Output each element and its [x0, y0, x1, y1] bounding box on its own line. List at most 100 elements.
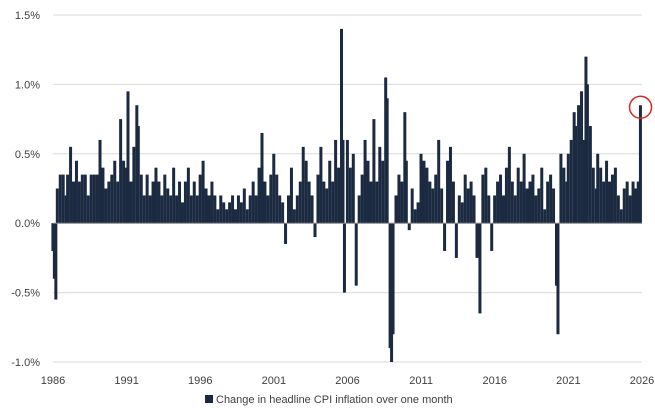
bar	[195, 195, 199, 224]
bar	[484, 167, 488, 224]
bar	[178, 181, 182, 224]
bar	[451, 181, 455, 224]
bar	[337, 167, 341, 224]
x-tick-label: 1986	[41, 375, 65, 387]
bar	[487, 195, 491, 224]
bar	[192, 181, 196, 224]
bar	[385, 98, 389, 224]
legend-swatch	[205, 395, 213, 403]
bar	[341, 139, 345, 224]
bar	[588, 126, 592, 224]
bar	[475, 223, 479, 258]
bar	[119, 119, 123, 224]
bar	[638, 105, 642, 224]
bar	[636, 181, 640, 224]
bar	[490, 223, 494, 251]
x-tick-label: 2021	[556, 375, 580, 387]
bar	[478, 223, 482, 314]
bar	[142, 195, 146, 224]
bar	[216, 209, 220, 224]
bar	[319, 146, 323, 224]
bar	[233, 209, 237, 224]
bar	[577, 105, 581, 224]
bar	[281, 202, 285, 224]
bar	[257, 167, 261, 224]
bar	[531, 174, 535, 224]
bar	[228, 202, 232, 224]
bar	[519, 181, 523, 224]
bar	[284, 223, 288, 245]
bar	[351, 153, 355, 224]
bar	[189, 195, 193, 224]
bar	[289, 167, 293, 224]
bar	[410, 188, 414, 224]
bar	[254, 195, 258, 224]
bar	[231, 195, 235, 224]
bar	[69, 146, 73, 224]
bar	[431, 188, 435, 224]
bar	[132, 146, 136, 224]
bar	[345, 139, 349, 224]
bar	[139, 174, 143, 224]
bar	[80, 174, 84, 224]
bar	[278, 195, 282, 224]
bar	[110, 174, 114, 224]
x-tick-label: 2026	[630, 375, 654, 387]
bar	[54, 223, 58, 300]
y-tick-label: 1.0%	[15, 79, 40, 91]
bar	[434, 174, 438, 224]
bar	[413, 209, 417, 224]
bar	[566, 153, 570, 224]
bar	[136, 126, 140, 224]
bar	[354, 223, 358, 286]
bar	[552, 188, 556, 224]
bar	[154, 167, 158, 224]
bar	[160, 195, 164, 224]
bar	[454, 223, 458, 258]
bar	[61, 174, 65, 224]
bar	[622, 188, 626, 224]
bar	[596, 153, 600, 224]
bar	[148, 195, 152, 224]
bar	[322, 181, 326, 224]
y-tick-label: 1.5%	[15, 10, 40, 22]
bar	[534, 195, 538, 224]
bar	[98, 139, 102, 224]
bar	[83, 174, 87, 224]
bar	[122, 160, 126, 224]
bar	[295, 195, 299, 224]
bar	[222, 202, 226, 224]
legend: Change in headline CPI inflation over on…	[205, 394, 453, 406]
bar	[151, 181, 155, 224]
bar	[72, 181, 76, 224]
y-tick-label: 0.5%	[15, 149, 40, 161]
bar	[242, 188, 246, 224]
bar	[469, 181, 473, 224]
bar	[363, 139, 367, 224]
bar	[625, 181, 629, 224]
bar	[493, 195, 497, 224]
bar	[213, 195, 217, 224]
bar	[129, 181, 133, 224]
bar	[619, 209, 623, 224]
x-axis-ticks: 1986 1991 1996 2001 2006 2011 2016 2021 2026	[41, 375, 654, 387]
bar	[419, 153, 423, 224]
bar	[397, 174, 401, 224]
bar	[585, 84, 589, 224]
bar	[496, 181, 500, 224]
bar	[466, 188, 470, 224]
y-axis-ticks: 1.5% 1.0% 0.5% 0.0% -0.5% -1.0%	[11, 10, 40, 369]
bar	[331, 181, 335, 224]
x-tick-label: 2001	[262, 375, 286, 387]
bar	[116, 181, 120, 224]
bar	[248, 195, 252, 224]
bar	[172, 167, 176, 224]
bar	[605, 160, 609, 224]
bar	[499, 174, 503, 224]
bar	[446, 160, 450, 224]
highlight-circle	[628, 95, 653, 119]
bar	[251, 181, 255, 224]
bar	[602, 181, 606, 224]
bar	[298, 181, 302, 224]
bar	[126, 91, 130, 224]
